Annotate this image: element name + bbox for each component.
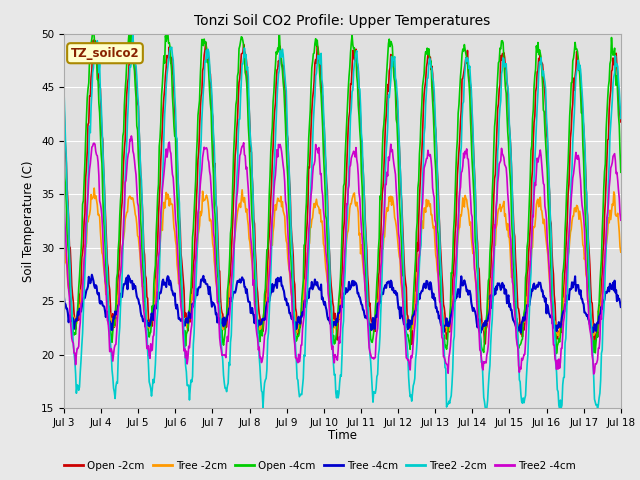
Open -4cm <box>185 316 193 322</box>
Tree2 -4cm <box>590 371 598 377</box>
Tree -4cm <box>477 330 484 336</box>
Tree -4cm <box>128 278 136 284</box>
Open -4cm <box>60 162 68 168</box>
Line: Open -2cm: Open -2cm <box>64 38 621 349</box>
Tree2 -4cm <box>185 344 193 349</box>
Open -4cm <box>214 276 222 281</box>
Tree2 -2cm <box>129 32 137 37</box>
Tree -4cm <box>428 282 435 288</box>
Line: Tree -2cm: Tree -2cm <box>64 188 621 336</box>
Tree -2cm <box>617 249 625 255</box>
Tree2 -4cm <box>411 323 419 328</box>
Open -4cm <box>428 58 435 64</box>
Open -2cm <box>411 298 419 303</box>
Open -4cm <box>553 350 561 356</box>
Tree -4cm <box>411 309 419 314</box>
Tree -2cm <box>128 195 136 201</box>
Open -4cm <box>617 169 625 175</box>
Tree2 -2cm <box>127 59 135 65</box>
Open -4cm <box>128 39 136 45</box>
Tree2 -2cm <box>214 261 222 267</box>
Open -2cm <box>127 37 135 43</box>
Y-axis label: Soil Temperature (C): Soil Temperature (C) <box>22 160 35 282</box>
Tree -2cm <box>214 297 222 302</box>
Tree2 -4cm <box>617 217 625 223</box>
Open -2cm <box>214 242 222 248</box>
Open -2cm <box>60 102 68 108</box>
Open -2cm <box>591 346 598 352</box>
Tree2 -4cm <box>60 203 68 209</box>
Tree2 -4cm <box>428 157 435 163</box>
Tree2 -4cm <box>70 350 78 356</box>
Tree -4cm <box>185 309 193 315</box>
Tree -2cm <box>60 243 68 249</box>
Line: Tree2 -4cm: Tree2 -4cm <box>64 136 621 374</box>
Open -2cm <box>128 35 136 41</box>
Open -4cm <box>90 24 97 30</box>
Tree -4cm <box>214 316 222 322</box>
Tree2 -2cm <box>60 88 68 94</box>
X-axis label: Time: Time <box>328 429 357 442</box>
Tree -2cm <box>90 185 98 191</box>
Open -2cm <box>70 311 78 316</box>
Tree2 -2cm <box>411 375 419 381</box>
Open -2cm <box>617 119 625 125</box>
Open -2cm <box>185 319 193 325</box>
Tree2 -2cm <box>185 382 193 388</box>
Tree2 -4cm <box>128 137 136 143</box>
Tree2 -2cm <box>70 350 78 356</box>
Line: Tree2 -2cm: Tree2 -2cm <box>64 35 621 408</box>
Line: Open -4cm: Open -4cm <box>64 27 621 353</box>
Title: Tonzi Soil CO2 Profile: Upper Temperatures: Tonzi Soil CO2 Profile: Upper Temperatur… <box>195 14 490 28</box>
Tree -4cm <box>617 304 625 310</box>
Open -4cm <box>70 332 78 338</box>
Tree -2cm <box>411 305 419 311</box>
Tree -4cm <box>60 294 68 300</box>
Tree2 -2cm <box>428 65 435 71</box>
Open -2cm <box>428 67 435 72</box>
Tree -4cm <box>70 326 78 332</box>
Legend: Open -2cm, Tree -2cm, Open -4cm, Tree -4cm, Tree2 -2cm, Tree2 -4cm: Open -2cm, Tree -2cm, Open -4cm, Tree -4… <box>60 456 580 475</box>
Tree2 -4cm <box>214 300 222 306</box>
Tree -4cm <box>88 272 96 277</box>
Tree2 -2cm <box>481 405 489 411</box>
Tree -2cm <box>70 322 78 327</box>
Tree -2cm <box>555 333 563 339</box>
Open -4cm <box>411 268 419 274</box>
Tree2 -2cm <box>617 116 625 121</box>
Tree -2cm <box>185 312 193 318</box>
Tree2 -4cm <box>127 133 135 139</box>
Text: TZ_soilco2: TZ_soilco2 <box>70 47 140 60</box>
Line: Tree -4cm: Tree -4cm <box>64 275 621 333</box>
Tree -2cm <box>428 212 435 218</box>
